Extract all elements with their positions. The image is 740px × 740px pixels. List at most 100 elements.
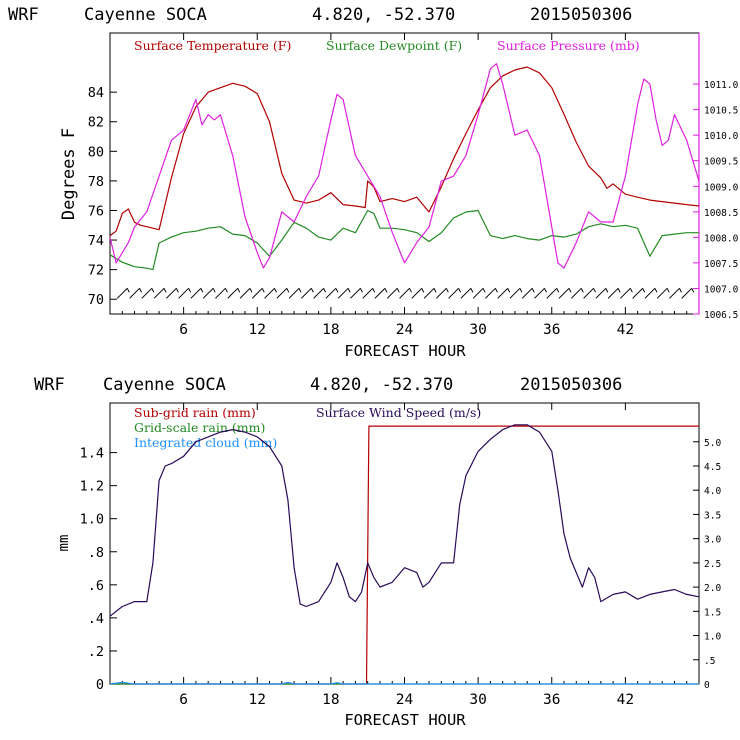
bottom-y2-tick-label: 5.0 <box>704 438 721 449</box>
bottom-y-ticks: 0 .2 .4 .6 .8 1.0 1.2 1.4 <box>80 446 117 693</box>
wind-barb <box>632 287 646 299</box>
top-series-surface-pressure-mb <box>109 63 700 269</box>
bottom-y2-tick-label: 4.0 <box>704 486 721 497</box>
bottom-series-surface-wind-speed-m-s <box>109 424 700 617</box>
wind-barb <box>669 287 682 299</box>
wind-barb <box>374 287 388 299</box>
bottom-y2-tick-label: 4.5 <box>704 462 721 473</box>
top-y-tick-label: 80 <box>88 144 104 160</box>
wind-barb <box>656 287 670 299</box>
wind-barb <box>558 287 572 299</box>
top-y2-tick-label: 1006.5 <box>704 310 738 321</box>
wind-barb <box>350 287 363 299</box>
bottom-y2-tick-label: 2.5 <box>704 559 721 570</box>
wind-barb <box>166 287 179 299</box>
top-y-axis-label: Degrees F <box>59 128 79 220</box>
top-y-tick-label: 84 <box>88 85 104 101</box>
bottom-x-tick-label: 24 <box>396 692 414 708</box>
wind-barb <box>215 287 228 299</box>
top-y2-tick-label: 1008.5 <box>704 208 738 219</box>
legend-gridscale-rain: Grid-scale rain (mm) <box>134 420 265 435</box>
wind-barb <box>300 287 314 299</box>
top-y2-tick-label: 1009.5 <box>704 157 738 168</box>
wind-barb <box>497 287 511 299</box>
bottom-y2-tick-label: 2.0 <box>704 583 721 594</box>
legend-surface-pressure: Surface Pressure (mb) <box>497 38 640 53</box>
top-y-tick-label: 72 <box>88 263 104 279</box>
top-header-model: WRF <box>8 5 39 25</box>
bottom-y2-tick-label: 3.0 <box>704 535 721 546</box>
top-header-coords: 4.820, -52.370 <box>312 5 455 25</box>
top-y2-tick-label: 1007.5 <box>704 259 738 270</box>
top-header-run: 2015050306 <box>530 5 632 25</box>
top-y2-tick-label: 1009.0 <box>704 182 739 193</box>
bottom-x-tick-label: 42 <box>617 692 634 708</box>
bottom-header-run: 2015050306 <box>520 375 622 395</box>
bottom-y2-ticks: 0 .5 1.0 1.5 2.0 2.5 3.0 3.5 4.0 4.5 5.0 <box>693 438 721 691</box>
wind-barb <box>313 287 327 299</box>
wind-barb <box>251 287 265 299</box>
bottom-y-tick-label: 1.0 <box>80 512 104 528</box>
top-series-group <box>109 63 700 271</box>
bottom-y2-tick-label: 3.5 <box>704 510 721 521</box>
wind-barb <box>521 287 535 299</box>
bottom-y2-tick-label: .5 <box>704 656 715 667</box>
wind-barb <box>411 287 425 299</box>
top-y2-tick-label: 1008.0 <box>704 233 739 244</box>
bottom-y2-tick-label: 0 <box>704 680 710 691</box>
bottom-y-tick-label: .8 <box>88 545 104 561</box>
wind-barb <box>337 287 351 299</box>
top-plot-frame <box>109 32 700 315</box>
top-y-ticks: 70 72 74 76 78 80 82 84 <box>88 85 117 308</box>
bottom-x-axis-label: FORECAST HOUR <box>344 711 466 729</box>
wind-barb <box>116 287 130 299</box>
top-y-tick-label: 70 <box>88 292 104 308</box>
bottom-x-tick-label: 18 <box>322 692 339 708</box>
wind-barb <box>288 287 302 299</box>
wind-barb <box>595 287 609 299</box>
bottom-series-integrated-cloud-mm <box>109 681 699 685</box>
wind-barb <box>362 287 376 299</box>
bottom-header-model: WRF <box>34 375 65 395</box>
bottom-y-tick-label: 1.4 <box>80 446 104 462</box>
wind-barb <box>570 287 584 299</box>
top-header-station: Cayenne SOCA <box>84 5 207 25</box>
wind-barb <box>534 287 547 299</box>
bottom-y-tick-label: 0 <box>96 677 104 693</box>
top-y2-tick-label: 1010.0 <box>704 131 739 142</box>
wind-barb <box>153 287 167 299</box>
top-x-tick-label: 18 <box>322 322 339 338</box>
bottom-y-tick-label: .6 <box>88 578 104 594</box>
bottom-series-group <box>109 424 700 685</box>
bottom-y-tick-label: 1.2 <box>80 479 104 495</box>
bottom-x-tick-label: 30 <box>469 692 486 708</box>
wind-barb <box>607 287 621 299</box>
top-y2-tick-label: 1011.0 <box>704 80 739 91</box>
bottom-x-tick-label: 6 <box>179 692 188 708</box>
wind-barb <box>399 287 412 299</box>
wind-barb <box>264 287 277 299</box>
wind-barb <box>460 287 474 299</box>
top-x-ticks: 6 12 18 24 30 36 42 <box>121 33 688 338</box>
top-x-tick-label: 6 <box>179 322 188 338</box>
wind-barb <box>129 287 142 299</box>
bottom-y-tick-label: .4 <box>88 611 104 627</box>
bottom-x-tick-label: 12 <box>249 692 266 708</box>
wind-barb <box>227 287 241 299</box>
top-x-tick-label: 36 <box>543 322 560 338</box>
wind-barb <box>423 287 437 299</box>
wind-barb <box>190 287 204 299</box>
top-series-surface-temperature-f <box>109 66 700 237</box>
bottom-y2-tick-label: 1.0 <box>704 632 721 643</box>
top-y-tick-label: 74 <box>88 233 104 249</box>
legend-surface-temperature: Surface Temperature (F) <box>134 38 291 53</box>
top-y2-tick-label: 1010.5 <box>704 106 738 117</box>
bottom-series-sub-grid-rain-mm <box>110 425 699 685</box>
wind-barb <box>448 287 462 299</box>
wind-barb <box>546 287 560 299</box>
wind-barb <box>435 287 449 299</box>
bottom-x-tick-label: 36 <box>543 692 560 708</box>
top-x-tick-label: 42 <box>617 322 634 338</box>
bottom-y-tick-label: .2 <box>88 644 104 660</box>
